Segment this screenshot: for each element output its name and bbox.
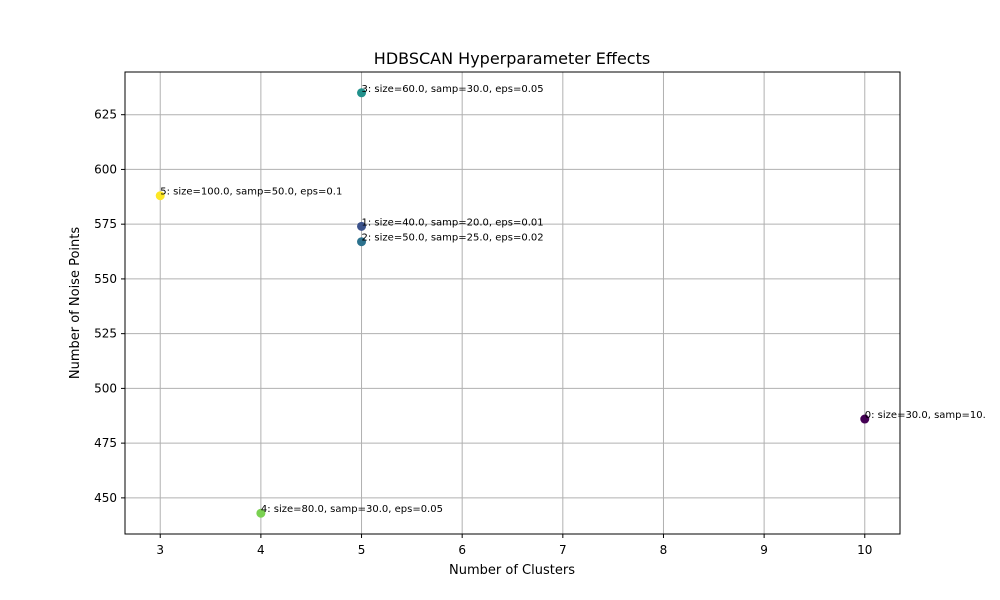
point-annotation: 2: size=50.0, samp=25.0, eps=0.02: [362, 233, 544, 244]
y-tick-label: 475: [94, 436, 117, 450]
y-axis-label: Number of Noise Points: [68, 227, 83, 379]
x-tick-label: 10: [857, 543, 872, 557]
x-tick-label: 6: [458, 543, 466, 557]
point-annotation: 1: size=40.0, samp=20.0, eps=0.01: [362, 217, 544, 228]
point-annotation: 0: size=30.0, samp=10.: [865, 410, 986, 421]
x-tick-label: 4: [257, 543, 265, 557]
data-points: [155, 88, 870, 518]
axis-ticks: 3 4 5 6 7 8 9 10 450 475 500 525 550 575 600 625: [94, 108, 872, 557]
scatter-point: [357, 88, 367, 98]
chart-title: HDBSCAN Hyperparameter Effects: [374, 49, 650, 68]
x-tick-label: 3: [156, 543, 164, 557]
y-tick-label: 625: [94, 108, 117, 122]
point-annotation: 3: size=60.0, samp=30.0, eps=0.05: [362, 84, 544, 95]
x-tick-label: 8: [660, 543, 668, 557]
y-tick-label: 500: [94, 381, 117, 395]
y-tick-label: 450: [94, 491, 117, 505]
point-annotation: 4: size=80.0, samp=30.0, eps=0.05: [261, 504, 443, 515]
y-tick-label: 600: [94, 162, 117, 176]
point-annotation: 5: size=100.0, samp=50.0, eps=0.1: [160, 187, 342, 198]
y-tick-label: 525: [94, 327, 117, 341]
scatter-point: [860, 414, 870, 424]
plot-area-frame: [124, 71, 901, 535]
x-axis-label: Number of Clusters: [449, 563, 575, 578]
grid: [125, 72, 900, 534]
scatter-point: [256, 508, 266, 518]
scatter-point: [357, 237, 367, 247]
scatter-point: [155, 191, 165, 201]
x-tick-label: 9: [760, 543, 768, 557]
y-tick-label: 550: [94, 272, 117, 286]
x-tick-label: 7: [559, 543, 567, 557]
point-annotations: 0: size=30.0, samp=10. 1: size=40.0, samp…: [160, 84, 986, 515]
x-tick-label: 5: [358, 543, 366, 557]
y-tick-label: 575: [94, 217, 117, 231]
scatter-point: [357, 221, 367, 231]
